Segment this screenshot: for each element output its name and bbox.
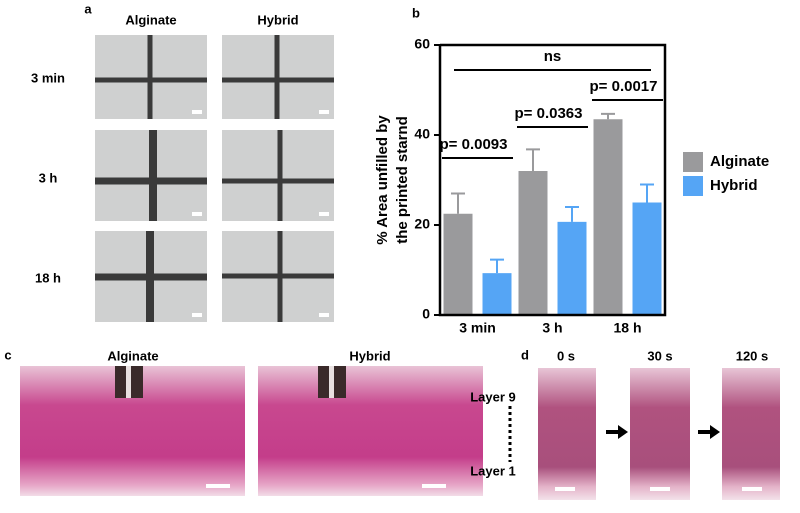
x-tick-label: 3 min bbox=[459, 320, 496, 336]
legend-label: Alginate bbox=[710, 153, 769, 170]
error-bar bbox=[526, 148, 540, 171]
layer-label: Layer 9 bbox=[470, 389, 516, 404]
y-tick-label: 0 bbox=[422, 306, 430, 322]
annotation: p= 0.0017 bbox=[590, 78, 658, 95]
bar bbox=[632, 202, 662, 315]
y-axis-label: the printed starnd bbox=[394, 116, 411, 244]
panel-label: b bbox=[412, 5, 420, 20]
legend-label: Hybrid bbox=[710, 177, 758, 194]
column-label: 120 s bbox=[736, 348, 769, 363]
column-label: Alginate bbox=[107, 348, 158, 363]
column-label: 0 s bbox=[557, 348, 575, 363]
column-label: Hybrid bbox=[257, 12, 298, 27]
bar bbox=[593, 119, 623, 315]
annotation: ns bbox=[544, 48, 562, 65]
error-bar bbox=[490, 258, 504, 274]
panel-a-images bbox=[95, 35, 334, 322]
layer-label: Layer 1 bbox=[470, 463, 516, 478]
column-label: Hybrid bbox=[349, 348, 390, 363]
legend-swatch bbox=[683, 152, 703, 172]
panel-label: d bbox=[521, 347, 529, 362]
panel-label: a bbox=[84, 1, 92, 16]
axes bbox=[438, 43, 667, 317]
x-tick-label: 18 h bbox=[613, 320, 641, 336]
panel-c-images bbox=[20, 366, 483, 496]
y-tick-label: 60 bbox=[414, 36, 430, 52]
legend-swatch bbox=[683, 176, 703, 196]
error-bar bbox=[451, 192, 465, 214]
y-axis-label: % Area unfilled by bbox=[374, 115, 391, 245]
column-label: 30 s bbox=[647, 348, 672, 363]
error-bar bbox=[601, 112, 615, 120]
row-label: 3 min bbox=[31, 70, 65, 85]
panel-d-images bbox=[508, 368, 780, 500]
bar bbox=[557, 221, 587, 315]
annotation: p= 0.0093 bbox=[440, 136, 508, 153]
bar bbox=[443, 213, 473, 315]
x-tick-label: 3 h bbox=[542, 320, 562, 336]
error-bar bbox=[565, 206, 579, 222]
y-tick-label: 40 bbox=[414, 126, 430, 142]
column-label: Alginate bbox=[125, 12, 176, 27]
row-label: 18 h bbox=[35, 270, 61, 285]
panel-label: c bbox=[4, 347, 11, 362]
error-bar bbox=[640, 183, 654, 203]
bar bbox=[518, 171, 548, 315]
annotation: p= 0.0363 bbox=[515, 105, 583, 122]
row-label: 3 h bbox=[39, 170, 58, 185]
bar bbox=[482, 273, 512, 315]
y-tick-label: 20 bbox=[414, 216, 430, 232]
